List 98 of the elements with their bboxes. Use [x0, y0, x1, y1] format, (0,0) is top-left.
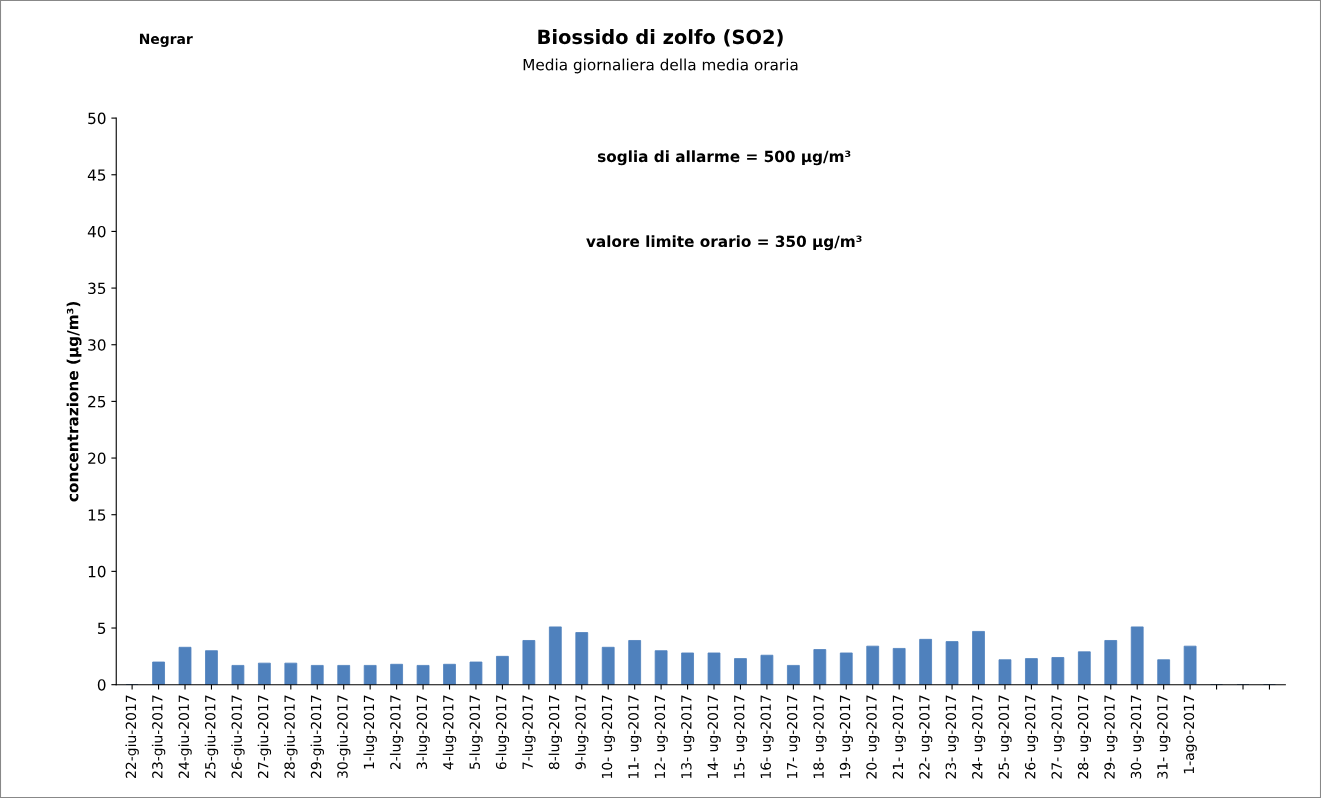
x-tick-label: 23- ug-2017 — [945, 695, 959, 779]
y-axis-title: concentrazione (μg/m³) — [66, 302, 82, 502]
bar — [496, 655, 509, 685]
x-tick-label: 11- ug-2017 — [628, 695, 642, 778]
x-tick-label: 4-lug-2017 — [442, 695, 457, 770]
chart-subtitle: Media giornaliera della media oraria — [523, 58, 798, 74]
bar — [1077, 651, 1091, 685]
x-tick-label: 26- ug-2017 — [1024, 695, 1039, 779]
y-tick-label: 0 — [97, 679, 106, 691]
x-tick-label: 5-lug-2017 — [469, 695, 483, 770]
bar — [152, 661, 165, 685]
x-tick-label: 30-giu-2017 — [337, 695, 351, 778]
x-tick-label: 8-lug-2017 — [548, 695, 563, 770]
bar — [654, 650, 668, 685]
bar — [1130, 626, 1144, 685]
bar — [601, 646, 615, 685]
bar — [416, 665, 430, 685]
bar — [284, 662, 298, 685]
bar — [522, 640, 536, 685]
y-tick-label: 15 — [88, 509, 106, 521]
x-tick-label: 29- ug-2017 — [1104, 695, 1118, 779]
x-tick-label: 14- ug-2017 — [707, 695, 721, 778]
x-tick-label: 27- ug-2017 — [1051, 695, 1065, 779]
y-tick-label: 45 — [87, 169, 106, 181]
bar — [1104, 640, 1118, 685]
x-tick-label: 29-giu-2017 — [310, 695, 324, 778]
bar — [205, 650, 218, 685]
bar — [178, 646, 192, 685]
x-tick-label: 24- ug-2017 — [972, 695, 986, 779]
x-tick-label: 22- ug-2017 — [919, 695, 933, 779]
bar — [1157, 659, 1171, 685]
x-tick-label: 23-giu-2017 — [151, 695, 166, 778]
x-tick-label: 24-giu-2017 — [178, 695, 192, 778]
x-tick-label: 1-lug-2017 — [363, 695, 377, 769]
bar — [1025, 658, 1038, 685]
x-tick-label: 21- ug-2017 — [892, 695, 906, 779]
bar — [628, 640, 642, 685]
annotation: valore limite orario = 350 μg/m³ — [586, 235, 862, 251]
bar — [443, 663, 456, 685]
x-tick-label: 28-giu-2017 — [284, 695, 298, 778]
bar — [681, 652, 694, 685]
x-tick-label: 26-giu-2017 — [231, 695, 245, 778]
bar — [945, 641, 959, 685]
annotation: soglia di allarme = 500 μg/m³ — [597, 150, 851, 166]
y-tick-label: 5 — [97, 622, 106, 635]
bar — [258, 662, 271, 685]
bar — [998, 659, 1012, 685]
bar — [1051, 657, 1065, 685]
x-tick-label: 7-lug-2017 — [522, 695, 536, 769]
bar — [575, 632, 589, 685]
bar — [734, 658, 747, 685]
y-tick-label: 25 — [88, 395, 106, 408]
x-tick-label: 18- ug-2017 — [813, 695, 827, 778]
bar — [839, 652, 853, 685]
x-tick-label: 25-giu-2017 — [204, 695, 219, 778]
x-tick-label: 22-giu-2017 — [125, 695, 139, 778]
x-tick-label: 20- ug-2017 — [866, 695, 880, 779]
x-tick-label: 13- ug-2017 — [681, 695, 695, 778]
bar — [310, 665, 324, 685]
x-tick-label: 2-lug-2017 — [389, 695, 404, 770]
bar — [919, 638, 932, 685]
x-tick-label: 6-lug-2017 — [495, 695, 510, 770]
x-tick-label: 1-ago-2017 — [1183, 695, 1197, 774]
bar — [469, 661, 483, 685]
y-tick-label: 50 — [88, 112, 106, 125]
x-tick-label: 3-lug-2017 — [416, 695, 430, 770]
x-tick-label: 16- ug-2017 — [760, 695, 774, 778]
x-tick-label: 12- ug-2017 — [654, 695, 668, 778]
text: Negrar — [139, 33, 193, 47]
x-tick-label: 30- ug-2017 — [1130, 695, 1144, 779]
x-tick-label: 25- ug-2017 — [998, 695, 1012, 779]
x-tick-label: 9-lug-2017 — [575, 695, 589, 770]
y-tick-label: 30 — [88, 339, 106, 351]
x-tick-label: 31- ug-2017 — [1157, 695, 1171, 779]
bar — [390, 663, 403, 685]
bar — [1183, 645, 1197, 685]
bar — [363, 665, 377, 685]
chart-title: Biossido di zolfo (SO2) — [538, 29, 783, 47]
bar — [231, 665, 245, 685]
x-tick-label: 17- ug-2017 — [786, 695, 801, 778]
y-tick-label: 10 — [88, 565, 106, 578]
bar — [337, 665, 351, 685]
x-tick-label: 27-giu-2017 — [257, 695, 272, 778]
y-tick-label: 35 — [88, 282, 106, 295]
bar — [760, 654, 774, 685]
bar — [548, 626, 562, 685]
bar — [866, 645, 880, 685]
bar — [786, 665, 800, 685]
y-tick-label: 20 — [88, 452, 106, 465]
x-tick-label: 28- ug-2017 — [1077, 695, 1092, 779]
bar — [892, 648, 906, 685]
x-tick-label: 10- ug-2017 — [601, 695, 615, 778]
bar — [972, 631, 985, 685]
x-tick-label: 15- ug-2017 — [733, 695, 748, 778]
bar — [707, 652, 721, 685]
x-tick-label: 19- ug-2017 — [839, 695, 853, 778]
y-tick-label: 40 — [87, 225, 106, 238]
bar — [813, 649, 827, 685]
